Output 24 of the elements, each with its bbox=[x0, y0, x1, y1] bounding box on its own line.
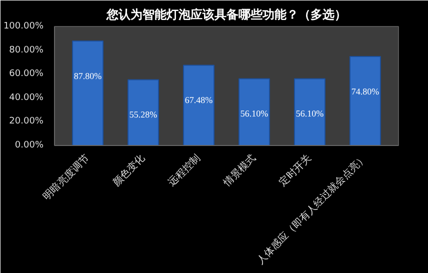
x-tick-label: 明暗亮度调节 bbox=[40, 152, 92, 203]
y-tick-label: 0.00% bbox=[14, 140, 44, 150]
bar bbox=[72, 40, 104, 146]
bar bbox=[294, 78, 326, 146]
data-label: 55.28% bbox=[129, 110, 158, 120]
y-tick-label: 40.00% bbox=[9, 92, 44, 103]
data-label: 67.48% bbox=[184, 95, 214, 106]
data-label: 56.10% bbox=[240, 108, 269, 119]
bar bbox=[183, 64, 215, 146]
data-label: 74.80% bbox=[351, 86, 380, 96]
chart-title: 您认为智能灯泡应该具备哪些功能？（多选） bbox=[106, 8, 346, 22]
y-tick-label: 100.00% bbox=[3, 22, 44, 32]
y-tick-label: 80.00% bbox=[9, 45, 44, 56]
x-tick-label: 颜色变化 bbox=[110, 152, 148, 189]
bar bbox=[238, 78, 270, 146]
data-label: 87.80% bbox=[74, 71, 102, 82]
data-label: 56.10% bbox=[296, 108, 324, 119]
y-tick-label: 20.00% bbox=[9, 116, 44, 127]
bar bbox=[349, 56, 381, 146]
y-tick-label: 60.00% bbox=[9, 69, 44, 80]
x-tick-label: 远程控制 bbox=[166, 152, 203, 189]
x-tick-label: 情景模式 bbox=[220, 152, 258, 190]
bar bbox=[128, 79, 160, 146]
x-tick-label: 定时开关 bbox=[276, 152, 314, 189]
